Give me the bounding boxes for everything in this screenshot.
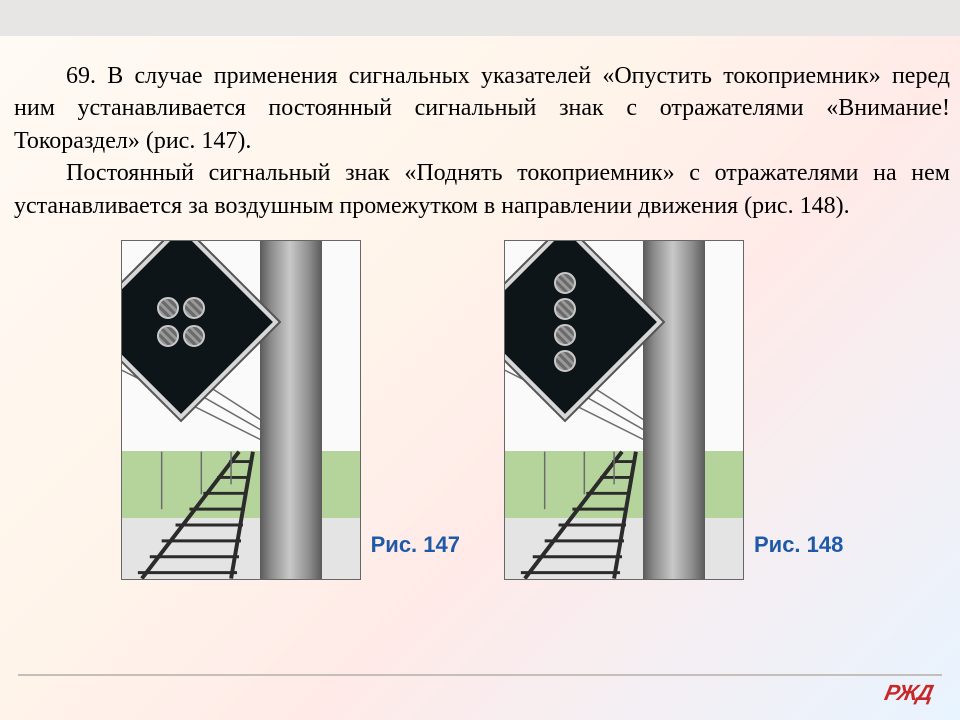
figure-148-block: Рис. 148 [504, 240, 843, 580]
divider-line [18, 674, 942, 676]
figure-147-block: Рис. 147 [121, 240, 460, 580]
figure-147-image [121, 240, 361, 580]
slide-content: 69. В случае применения сигнальных указа… [0, 36, 960, 720]
caption-148: Рис. 148 [754, 532, 843, 558]
paragraph-1: 69. В случае применения сигнальных указа… [14, 60, 950, 157]
paragraph-2: Постоянный сигнальный знак «Поднять токо… [14, 157, 950, 222]
rzd-logo: РЖД [882, 680, 935, 706]
figures-row: Рис. 147 [14, 240, 950, 580]
caption-147: Рис. 147 [371, 532, 460, 558]
header-bar [0, 0, 960, 36]
figure-148-image [504, 240, 744, 580]
body-text: 69. В случае применения сигнальных указа… [14, 60, 950, 222]
